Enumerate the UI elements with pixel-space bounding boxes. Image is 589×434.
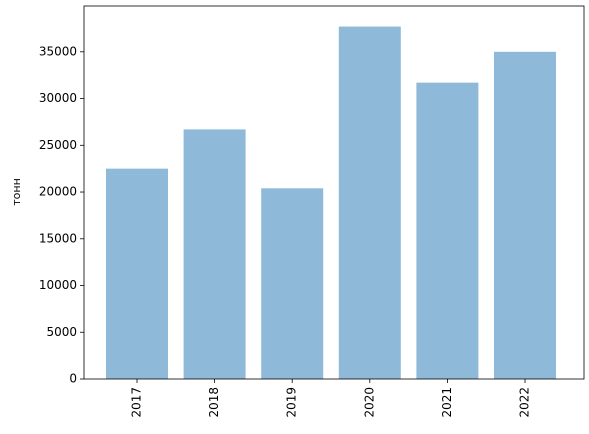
x-tick-label: 2019 [285, 387, 299, 418]
y-tick-label: 10000 [39, 278, 77, 292]
y-tick-label: 20000 [39, 185, 77, 199]
bar [261, 188, 324, 379]
bar [106, 168, 168, 379]
bar [338, 26, 401, 380]
y-tick-label: 30000 [39, 91, 77, 105]
x-tick-label: 2022 [518, 387, 532, 418]
x-tick-label: 2017 [130, 387, 144, 418]
y-tick-label: 25000 [39, 138, 77, 152]
bar [494, 51, 556, 380]
x-tick-label: 2018 [207, 387, 221, 418]
y-tick-label: 15000 [39, 231, 77, 245]
bar [416, 82, 479, 379]
y-tick-label: 0 [69, 372, 77, 386]
bar [183, 129, 246, 379]
x-tick-label: 2020 [362, 387, 376, 418]
x-tick-label: 2021 [440, 387, 454, 418]
y-tick-label: 35000 [39, 44, 77, 58]
y-tick-label: 5000 [46, 325, 77, 339]
plot-frame [83, 5, 585, 380]
y-axis-label: тонн [10, 178, 23, 206]
